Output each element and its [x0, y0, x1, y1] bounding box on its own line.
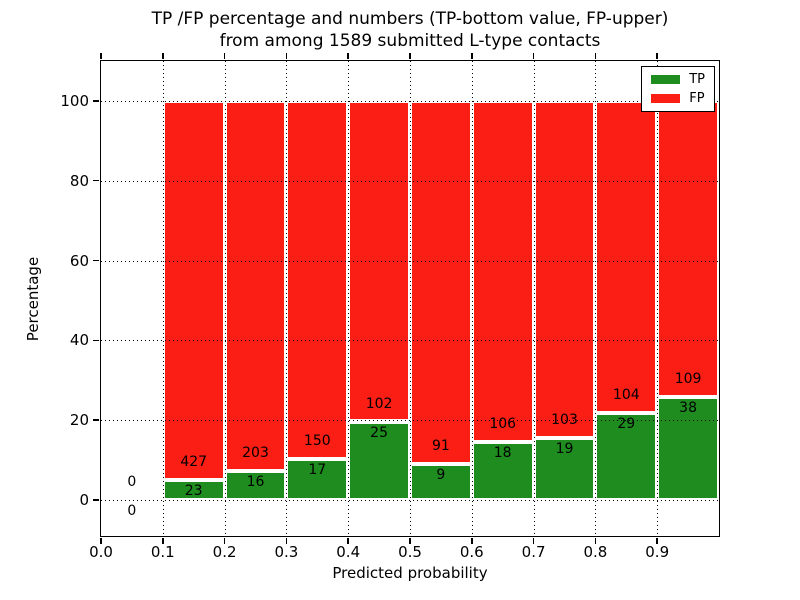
bar-segment-tp: [224, 470, 287, 501]
y-tick-label: 100: [60, 91, 89, 110]
x-tick-label: 0.6: [459, 543, 484, 561]
y-tick-mark: [93, 499, 99, 501]
x-tick-mark-top: [100, 53, 102, 59]
x-tick-mark: [471, 538, 473, 544]
chart-title-line1: TP /FP percentage and numbers (TP-bottom…: [151, 9, 669, 29]
x-tick-mark-top: [285, 53, 288, 59]
legend-item-fp: FP: [651, 92, 705, 105]
fp-count-label: 91: [431, 438, 450, 455]
tp-count-label: 9: [436, 467, 446, 484]
tp-swatch-icon: [651, 75, 681, 84]
x-tick-label: 0.9: [645, 543, 670, 561]
y-tick-label: 60: [69, 251, 89, 270]
tp-count-label: 38: [679, 399, 698, 416]
y-axis-label: Percentage: [24, 256, 43, 341]
fp-count-label: 427: [180, 453, 208, 470]
fp-swatch-icon: [651, 94, 681, 103]
x-gridline: [348, 61, 350, 536]
bar-segment-tp: [657, 396, 719, 501]
fp-count-label: 203: [242, 444, 269, 461]
plot-area: Percentage Predicted probability TP FP 0 0…: [24, 53, 720, 582]
x-tick-mark-top: [471, 53, 473, 59]
x-tick-mark: [594, 538, 597, 544]
y-tick-mark: [93, 419, 99, 421]
legend-label: FP: [689, 91, 705, 106]
fp-count-label: 109: [674, 370, 702, 387]
x-tick-mark: [285, 538, 288, 544]
x-tick-mark: [100, 538, 102, 544]
x-tick-mark: [532, 538, 535, 544]
x-tick-label: 0.2: [212, 543, 237, 561]
fp-count-label: 150: [303, 433, 331, 450]
x-tick-mark: [409, 538, 411, 544]
bar-segment-fp: [471, 100, 534, 443]
x-tick-mark: [162, 538, 164, 544]
tp-count-label: 19: [555, 440, 574, 457]
x-tick-mark-top: [223, 53, 226, 59]
legend-label: TP: [689, 72, 705, 87]
x-tick-mark-top: [656, 53, 658, 59]
x-gridline: [286, 61, 288, 536]
x-tick-mark: [656, 538, 658, 544]
x-tick-mark-top: [594, 53, 597, 59]
x-gridline: [162, 61, 164, 536]
x-gridline: [410, 61, 411, 536]
y-tick-label: 40: [69, 331, 89, 350]
bar-segment-fp: [657, 100, 719, 397]
x-gridline: [595, 61, 597, 536]
x-tick-label: 0.8: [583, 543, 608, 561]
tp-count-label: 25: [370, 424, 389, 441]
x-tick-label: 0.7: [521, 543, 546, 561]
y-tick-mark: [93, 259, 99, 262]
x-gridline: [224, 61, 226, 536]
x-tick-mark-top: [532, 53, 535, 59]
chart-title-line2: from among 1589 submitted L-type contact…: [219, 31, 601, 52]
y-tick-label: 0: [79, 491, 89, 510]
fp-count-label: 102: [365, 395, 393, 412]
bar-segment-fp: [162, 100, 225, 480]
bar-segment-tp: [533, 437, 596, 501]
bar-segment-fp: [286, 100, 349, 460]
x-gridline: [471, 61, 473, 536]
y-axis-label-wrap: Percentage: [23, 61, 43, 536]
y-tick-label: 80: [69, 171, 89, 190]
x-tick-label: 0.4: [336, 543, 361, 561]
x-tick-mark-top: [162, 53, 164, 59]
x-axis-label: Predicted probability: [332, 564, 488, 582]
x-tick-mark: [347, 538, 349, 544]
fp-count-label: 104: [612, 387, 640, 404]
fp-count-label: 103: [551, 411, 578, 428]
x-gridline: [657, 61, 659, 536]
x-tick-mark: [223, 538, 226, 544]
legend-item-tp: TP: [651, 73, 705, 86]
y-tick-label: 20: [69, 411, 89, 430]
y-tick-mark: [93, 339, 99, 342]
tp-count-label: 17: [308, 462, 327, 479]
fp-count-label: 106: [489, 416, 517, 433]
x-tick-label: 0.1: [150, 543, 175, 561]
tp-count-label: 18: [493, 445, 512, 462]
x-tick-mark-top: [409, 53, 411, 59]
tp-count-label: 23: [184, 482, 203, 499]
chart-title: TP /FP percentage and numbers (TP-bottom…: [100, 8, 720, 52]
bar-segment-fp: [533, 100, 596, 438]
x-tick-label: 0.5: [398, 543, 422, 561]
bar-segment-fp: [224, 100, 287, 471]
x-tick-label: 0.0: [89, 543, 113, 561]
y-tick-mark: [93, 179, 99, 182]
y-tick-mark: [93, 100, 99, 102]
bar-segment-tp: [286, 459, 349, 501]
bar-segment-fp: [595, 100, 658, 414]
x-tick-mark-top: [347, 53, 349, 59]
x-tick-label: 0.3: [274, 543, 299, 561]
legend: TP FP: [641, 66, 715, 112]
tp-count-label: 29: [617, 416, 636, 433]
x-gridline: [533, 61, 535, 536]
bar-segment-fp: [410, 100, 472, 465]
tp-count-label: 16: [246, 473, 265, 490]
fp-count-label: 0: [127, 474, 137, 491]
tp-count-label: 0: [127, 503, 137, 520]
